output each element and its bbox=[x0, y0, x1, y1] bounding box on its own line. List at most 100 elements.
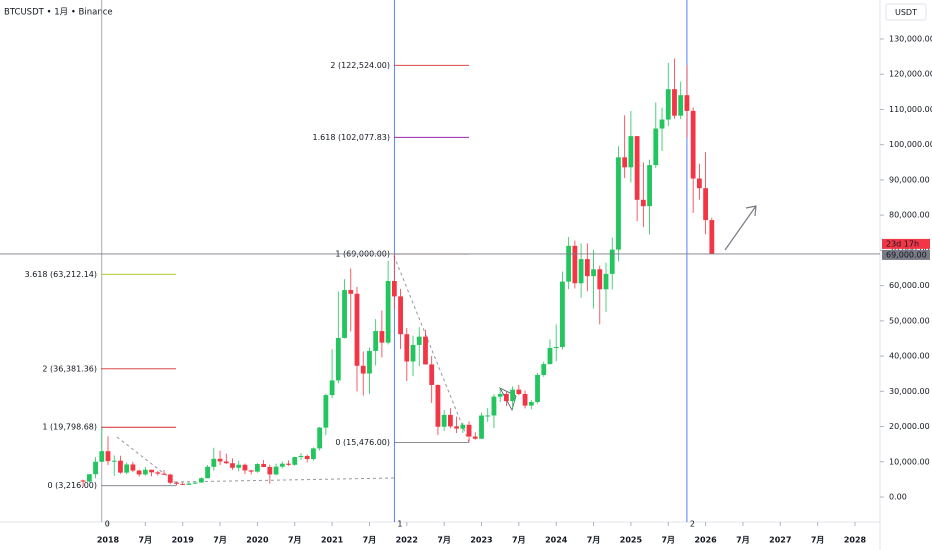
candle-body bbox=[441, 414, 447, 427]
symbol-title: BTCUSDT • 1月 • Binance bbox=[4, 8, 113, 18]
candle-body bbox=[118, 460, 123, 473]
candle-body bbox=[672, 89, 677, 116]
x-tick-label: 2023 bbox=[470, 536, 492, 545]
candle-body bbox=[522, 394, 528, 406]
candle-body bbox=[93, 461, 98, 475]
candle-body bbox=[255, 464, 260, 472]
candle-body bbox=[416, 336, 422, 345]
fib-label: 2 (122,524.00) bbox=[330, 61, 390, 70]
y-tick-label: 20,000.00 bbox=[889, 422, 930, 431]
x-tick-label: 7月 bbox=[437, 536, 451, 545]
x-tick-label: 2028 bbox=[844, 536, 867, 545]
candle-body bbox=[167, 474, 173, 483]
candle-body bbox=[391, 281, 397, 297]
candle-body bbox=[640, 199, 646, 207]
currency-box[interactable] bbox=[885, 3, 927, 21]
candle-body bbox=[149, 469, 154, 473]
x-tick-label: 2020 bbox=[246, 536, 269, 545]
countdown: 23d 17h bbox=[886, 239, 919, 248]
candle-body bbox=[261, 464, 267, 467]
y-tick-label: 0.00 bbox=[889, 492, 907, 501]
x-tick-label: 2027 bbox=[769, 536, 791, 545]
candle-body bbox=[460, 424, 466, 429]
candle-body bbox=[360, 365, 366, 374]
candle-body bbox=[329, 380, 335, 396]
candle-body bbox=[286, 463, 291, 465]
x-tick-label: 2024 bbox=[545, 536, 568, 545]
candle-body bbox=[479, 415, 484, 439]
candle-body bbox=[142, 469, 148, 475]
candle-body bbox=[342, 290, 347, 338]
last-price-label: 69,000.00 bbox=[886, 250, 927, 259]
candle-body bbox=[105, 451, 111, 462]
candle-body bbox=[248, 470, 254, 472]
x-tick-label: 7月 bbox=[661, 536, 675, 545]
candle-body bbox=[665, 89, 671, 120]
y-tick-label: 60,000.00 bbox=[889, 281, 930, 290]
candle-body bbox=[230, 463, 235, 468]
last-price-box bbox=[882, 249, 930, 260]
candle-body bbox=[311, 448, 316, 460]
fib-label: 2 (36,381.36) bbox=[42, 364, 97, 373]
candle-body bbox=[236, 464, 242, 468]
candle-body bbox=[560, 281, 565, 347]
candle-body bbox=[410, 344, 416, 362]
candle-body bbox=[653, 128, 659, 166]
y-tick-label: 40,000.00 bbox=[889, 352, 930, 361]
candle-body bbox=[205, 466, 210, 479]
candle-body bbox=[279, 463, 285, 467]
candle-body bbox=[348, 290, 354, 294]
x-tick-label: 7月 bbox=[363, 536, 377, 545]
y-tick-label: 100,000.00 bbox=[889, 140, 932, 149]
candle-body bbox=[510, 389, 516, 402]
candle-body bbox=[466, 424, 472, 437]
candle-body bbox=[323, 395, 329, 428]
candle-body bbox=[709, 220, 715, 254]
y-tick-label: 30,000.00 bbox=[889, 387, 930, 396]
candle-body bbox=[528, 402, 534, 406]
candle-body bbox=[136, 470, 142, 475]
candle-body bbox=[174, 482, 179, 484]
candle-body bbox=[584, 259, 590, 277]
cycle-label: 2 bbox=[690, 520, 695, 529]
candle-body bbox=[591, 269, 596, 277]
candle-body bbox=[472, 436, 478, 439]
candle-body bbox=[423, 336, 428, 365]
candle-body bbox=[696, 178, 702, 189]
candle-body bbox=[491, 396, 497, 416]
candle-body bbox=[454, 426, 459, 429]
candle-body bbox=[404, 334, 410, 362]
x-tick-label: 7月 bbox=[736, 536, 750, 545]
candle-body bbox=[429, 364, 435, 385]
y-tick-label: 50,000.00 bbox=[889, 316, 930, 325]
cycle-label: 0 bbox=[105, 520, 110, 529]
x-tick-label: 2025 bbox=[620, 536, 643, 545]
candle-body bbox=[547, 348, 553, 365]
candle-body bbox=[192, 482, 198, 484]
candle-body bbox=[124, 464, 130, 473]
candle-body bbox=[541, 364, 547, 375]
candle-body bbox=[86, 474, 92, 482]
candle-body bbox=[304, 455, 310, 460]
currency-label: USDT bbox=[895, 8, 917, 17]
y-tick-label: 90,000.00 bbox=[889, 175, 930, 184]
candle-body bbox=[647, 165, 652, 207]
candle-body bbox=[217, 458, 223, 462]
candle-body bbox=[292, 457, 298, 465]
candle-body bbox=[111, 460, 117, 462]
y-tick-label: 10,000.00 bbox=[889, 457, 930, 466]
candle-body bbox=[99, 451, 105, 462]
candle-body bbox=[435, 384, 441, 427]
y-tick-label: 130,000.00 bbox=[889, 35, 932, 44]
candle-body bbox=[553, 346, 559, 349]
candle-body bbox=[616, 157, 621, 250]
candle-body bbox=[690, 110, 696, 179]
x-tick-label: 7月 bbox=[288, 536, 302, 545]
candle-body bbox=[603, 273, 609, 290]
fib-label: 1 (19,798.68) bbox=[42, 423, 97, 432]
y-tick-label: 110,000.00 bbox=[889, 105, 932, 114]
trend-dash bbox=[174, 477, 395, 483]
candle-body bbox=[211, 458, 217, 467]
candle-body bbox=[504, 394, 509, 402]
